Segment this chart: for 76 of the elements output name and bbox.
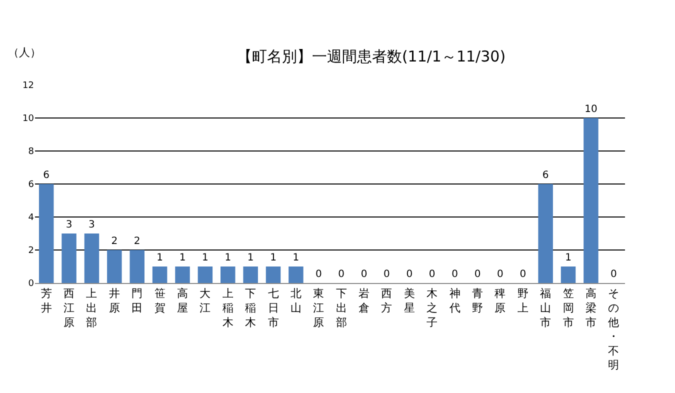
x-tick-label: 上稲木 [222, 287, 234, 329]
data-label: 1 [156, 252, 163, 264]
bar [175, 266, 190, 283]
data-label: 2 [134, 236, 140, 247]
data-label: 6 [43, 170, 50, 181]
bar [84, 234, 100, 283]
bar [152, 266, 168, 283]
x-tick-label: 西方 [381, 287, 392, 314]
x-tick-label: 西江原 [64, 287, 75, 329]
data-label: 0 [428, 269, 436, 280]
data-label: 1 [565, 252, 572, 264]
bar [243, 266, 258, 283]
x-tick-label: 青野 [472, 287, 483, 314]
data-label: 1 [270, 252, 276, 264]
x-tick-label: 下出部 [336, 287, 347, 329]
data-label: 0 [520, 269, 526, 280]
x-tick-label: 北山 [290, 287, 302, 314]
y-tick-label: 8 [28, 147, 34, 158]
bar [62, 234, 76, 283]
x-tick-label: 岩倉 [358, 287, 370, 314]
x-tick-label: 東江原 [313, 287, 324, 329]
x-tick-label: 大江 [200, 287, 211, 314]
y-tick-label: 4 [28, 213, 34, 224]
bar [288, 266, 304, 283]
data-label: 3 [88, 220, 95, 230]
bar [220, 266, 236, 283]
data-label: 0 [474, 269, 481, 280]
x-tick-label: 笹賀 [154, 287, 166, 314]
x-tick-label: 芳井 [40, 287, 52, 314]
data-label: 0 [497, 269, 504, 280]
data-label: 2 [111, 236, 118, 247]
bar [130, 250, 144, 283]
data-label: 0 [610, 269, 617, 280]
y-axis-title: （人） [8, 46, 41, 59]
data-label: 0 [360, 269, 368, 280]
bar [107, 250, 122, 283]
x-tick-label: 野上 [517, 287, 528, 314]
x-tick-label: 神代 [448, 287, 460, 314]
x-tick-label: 福山市 [540, 287, 552, 329]
x-tick-label: 笠岡市 [562, 287, 574, 329]
bar [198, 266, 213, 283]
data-label: 1 [292, 252, 300, 264]
data-label: 1 [247, 252, 254, 264]
bar [538, 184, 553, 283]
bar [38, 184, 54, 283]
data-label: 1 [224, 252, 232, 264]
x-tick-label: 木之子 [426, 287, 438, 329]
data-label: 0 [384, 269, 390, 280]
data-label: 1 [202, 252, 208, 264]
y-tick-label: 6 [28, 180, 34, 190]
x-tick-label: 下稲木 [245, 287, 256, 329]
x-tick-label: その他・不明 [608, 287, 620, 372]
data-label: 6 [542, 170, 549, 181]
data-label: 1 [179, 252, 186, 264]
y-tick-label: 0 [28, 279, 34, 290]
data-label: 0 [452, 269, 458, 280]
chart-title: 【町名別】一週間患者数(11/1～11/30) [236, 48, 506, 66]
data-label: 10 [584, 104, 598, 115]
y-tick-label: 12 [22, 81, 34, 92]
x-tick-label: 高屋 [177, 287, 188, 314]
x-tick-label: 門田 [132, 287, 143, 314]
y-tick-label: 2 [28, 246, 34, 256]
x-tick-label: 井原 [108, 287, 120, 314]
data-label: 0 [338, 269, 345, 280]
x-tick-label: 高梁市 [585, 287, 596, 329]
data-label: 3 [66, 220, 72, 230]
x-tick-label: 美星 [404, 287, 415, 314]
y-tick-label: 10 [22, 114, 34, 124]
bar [560, 266, 576, 283]
data-label: 0 [315, 269, 322, 280]
x-tick-label: 上出部 [86, 287, 98, 329]
bar [584, 118, 598, 283]
bar [266, 266, 281, 283]
x-tick-label: 稗原 [494, 287, 506, 314]
data-label: 0 [406, 269, 413, 280]
x-tick-label: 七日市 [268, 287, 279, 329]
